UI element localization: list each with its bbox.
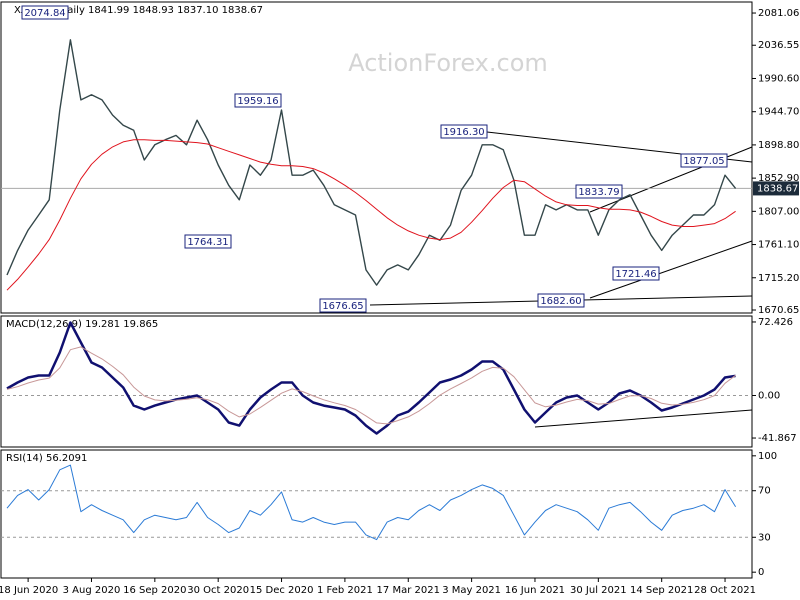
panel-title: MACD(12,26,9) 19.281 19.865 (6, 319, 158, 330)
price-panel (0, 1, 753, 314)
watermark: ActionForex.com (348, 49, 548, 77)
annotation: 1916.30 (443, 127, 484, 138)
y-tick-label: 1944.70 (758, 107, 799, 118)
y-tick-label: 100 (758, 451, 777, 462)
annotation: 1877.05 (683, 156, 724, 167)
trend-line (534, 409, 753, 428)
y-tick-label: 2036.55 (758, 40, 799, 51)
x-tick-label: 15 Dec 2020 (250, 585, 314, 596)
x-tick-label: 14 Sep 2021 (630, 585, 693, 596)
annotation-box (537, 293, 585, 308)
annotation: 1764.31 (187, 237, 228, 248)
x-tick-label: 30 Oct 2020 (187, 585, 249, 596)
annotation-box (21, 5, 69, 20)
x-tick-label: 18 Jun 2020 (0, 585, 58, 596)
y-tick-label: 0.00 (758, 391, 780, 402)
panel-title: RSI(14) 56.2091 (6, 453, 87, 464)
y-tick-label: 1715.20 (758, 273, 799, 284)
y-tick-label: 1852.90 (758, 173, 799, 184)
rsi-panel (0, 449, 753, 579)
y-tick-label: 1990.60 (758, 73, 799, 84)
y-tick-label: 30 (758, 532, 771, 543)
annotation: 1833.79 (578, 187, 619, 198)
x-tick-label: 3 Aug 2020 (63, 585, 121, 596)
x-tick-label: 17 Mar 2021 (377, 585, 440, 596)
y-tick-label: 0 (758, 567, 764, 578)
x-tick-label: 3 May 2021 (442, 585, 501, 596)
annotation: 2074.84 (24, 8, 65, 19)
series-line (6, 321, 736, 435)
annotation-box (575, 184, 623, 199)
y-tick-label: 1670.65 (758, 305, 799, 316)
annotation-box (234, 93, 282, 108)
series-line (6, 39, 737, 286)
y-tick-label: -41.867 (758, 433, 797, 444)
y-tick-label: 2081.06 (758, 8, 799, 19)
series-line (6, 139, 736, 291)
y-tick-label: 1807.00 (758, 206, 799, 217)
y-tick-label: 1898.80 (758, 140, 799, 151)
annotation: 1682.60 (540, 296, 581, 307)
annotation-box (680, 153, 728, 168)
annotation-box (440, 124, 488, 139)
panel-title: XAUUSD Daily 1841.99 1848.93 1837.10 183… (14, 5, 263, 16)
macd-panel (0, 315, 753, 448)
annotation: 1676.65 (322, 301, 363, 312)
y-tick-label: 72.426 (758, 317, 793, 328)
annotation: 1959.16 (237, 96, 278, 107)
trend-line (589, 240, 753, 299)
x-tick-label: 28 Oct 2021 (694, 585, 756, 596)
y-tick-label: 70 (758, 486, 771, 497)
annotation: 1721.46 (615, 269, 656, 280)
series-line (6, 346, 736, 425)
x-tick-label: 1 Feb 2021 (317, 585, 373, 596)
current-price-box (753, 181, 799, 196)
x-tick-label: 16 Jun 2021 (505, 585, 565, 596)
y-tick-label: 1761.10 (758, 240, 799, 251)
current-price-label: 1838.67 (757, 183, 798, 194)
x-tick-label: 16 Sep 2020 (123, 585, 186, 596)
series-line (6, 464, 737, 541)
annotation-box (184, 234, 232, 249)
annotation-box (612, 266, 660, 281)
x-tick-label: 30 Jul 2021 (570, 585, 627, 596)
annotation-box (319, 298, 367, 313)
